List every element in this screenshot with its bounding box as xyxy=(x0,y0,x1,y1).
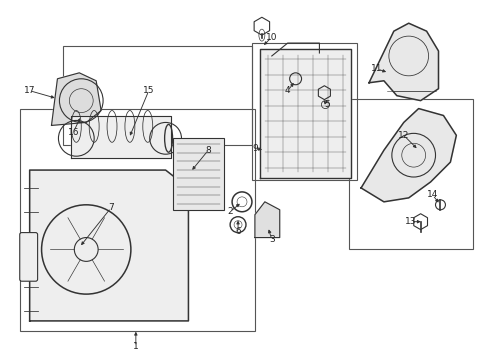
Text: 15: 15 xyxy=(142,86,154,95)
Text: 17: 17 xyxy=(24,86,35,95)
Polygon shape xyxy=(360,109,455,202)
Polygon shape xyxy=(30,170,188,321)
Text: 5: 5 xyxy=(324,100,329,109)
Text: 7: 7 xyxy=(108,203,114,212)
Bar xyxy=(172,138,224,210)
Text: 13: 13 xyxy=(404,217,416,226)
Polygon shape xyxy=(254,202,279,238)
Bar xyxy=(251,43,356,180)
Text: 3: 3 xyxy=(268,235,274,244)
Text: 10: 10 xyxy=(265,33,277,42)
Text: 12: 12 xyxy=(397,131,408,140)
Polygon shape xyxy=(259,49,350,178)
Text: 8: 8 xyxy=(205,146,211,155)
Bar xyxy=(348,99,472,249)
Bar xyxy=(63,46,251,145)
Text: 9: 9 xyxy=(251,144,257,153)
Text: 1: 1 xyxy=(133,342,139,351)
Text: 16: 16 xyxy=(67,128,79,137)
Text: 4: 4 xyxy=(285,86,290,95)
Text: 14: 14 xyxy=(426,190,437,199)
Polygon shape xyxy=(51,73,101,125)
Polygon shape xyxy=(368,23,438,100)
Text: 6: 6 xyxy=(235,227,241,236)
Text: 2: 2 xyxy=(227,207,232,216)
Text: 11: 11 xyxy=(370,64,382,73)
Bar xyxy=(20,109,254,331)
Polygon shape xyxy=(71,117,170,158)
FancyBboxPatch shape xyxy=(20,233,38,281)
